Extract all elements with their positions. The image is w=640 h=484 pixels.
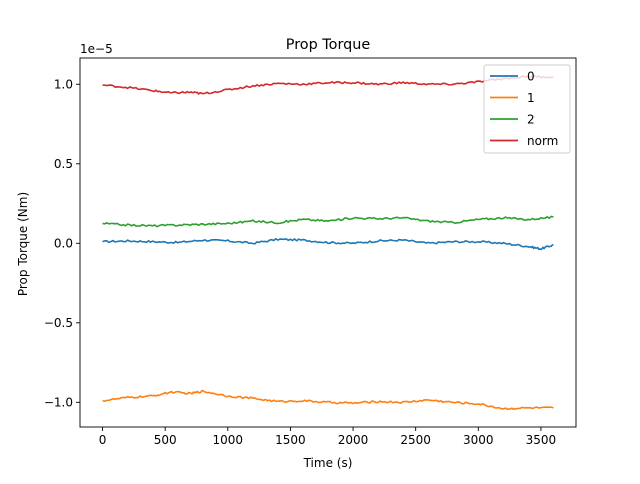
x-tick-label: 3500	[526, 433, 557, 447]
x-axis-label: Time (s)	[303, 456, 353, 470]
legend-box	[483, 64, 571, 154]
y-tick-label: 1.0	[54, 78, 73, 92]
series-line-0	[102, 237, 554, 251]
y-tick-label: −1.0	[44, 396, 73, 410]
chart-title: Prop Torque	[286, 37, 371, 53]
x-tick-label: 0	[99, 433, 107, 447]
legend: 0 1 2 norm	[483, 64, 571, 154]
legend-label-0: 0	[527, 69, 535, 83]
plot-area: 0 500 1000 1500 2000 2500 3000 3500 −1.0 −0.5 0.0 0…	[44, 57, 577, 447]
series-line-1	[102, 389, 554, 411]
legend-label-2: 2	[527, 112, 535, 126]
x-tick-label: 1000	[213, 433, 244, 447]
series-line-2	[102, 215, 554, 228]
axes-frame	[79, 57, 577, 428]
legend-label-1: 1	[527, 91, 535, 105]
y-tick-label: 0.5	[54, 157, 73, 171]
y-tick-label: −0.5	[44, 316, 73, 330]
y-axis-label: Prop Torque (Nm)	[16, 192, 30, 296]
x-tick-label: 500	[154, 433, 177, 447]
y-axis-offset-text: 1e−5	[80, 42, 113, 56]
x-tick-label: 1500	[275, 433, 306, 447]
series-line-norm	[102, 74, 554, 95]
x-tick-label: 2500	[400, 433, 431, 447]
x-tick-label: 2000	[338, 433, 369, 447]
legend-label-norm: norm	[527, 134, 558, 148]
y-tick-label: 0.0	[54, 237, 73, 251]
x-tick-label: 3000	[463, 433, 494, 447]
